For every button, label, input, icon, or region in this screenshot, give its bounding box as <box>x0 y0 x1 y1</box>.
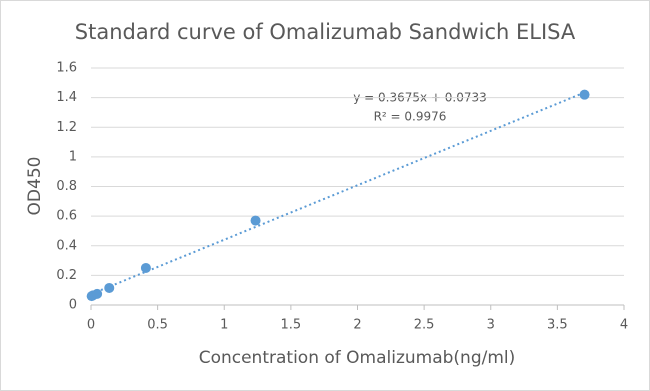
x-tick-label: 2.5 <box>414 318 435 333</box>
x-tick-label: 2 <box>353 318 361 333</box>
x-tick-label: 1.5 <box>281 318 302 333</box>
data-point <box>92 288 103 299</box>
y-tick-label: 1.4 <box>56 90 77 105</box>
x-tick-label: 1 <box>220 318 228 333</box>
r-squared-annotation: R² = 0.9976 <box>374 110 447 124</box>
x-tick-label: 0.5 <box>147 318 168 333</box>
data-point <box>579 89 590 100</box>
y-tick-label: 1 <box>69 149 77 164</box>
y-tick-label: 1.6 <box>56 61 77 76</box>
y-tick-label: 0.4 <box>56 238 77 253</box>
y-tick-label: 1.2 <box>56 120 77 135</box>
y-tick-label: 0.6 <box>56 209 77 224</box>
data-point <box>250 215 261 226</box>
chart-title: Standard curve of Omalizumab Sandwich EL… <box>75 20 576 44</box>
y-axis-label: OD450 <box>25 157 45 216</box>
data-point <box>104 282 115 293</box>
y-tick-label: 0.8 <box>56 179 77 194</box>
x-tick-label: 4 <box>620 318 628 333</box>
x-tick-label: 3.5 <box>547 318 568 333</box>
trendline <box>91 91 585 295</box>
y-tick-label: 0.2 <box>56 268 77 283</box>
x-tick-label: 0 <box>87 318 95 333</box>
y-tick-label: 0 <box>69 298 77 313</box>
data-point <box>140 262 151 273</box>
x-tick-label: 3 <box>487 318 495 333</box>
x-axis-label: Concentration of Omalizumab(ng/ml) <box>199 348 516 368</box>
